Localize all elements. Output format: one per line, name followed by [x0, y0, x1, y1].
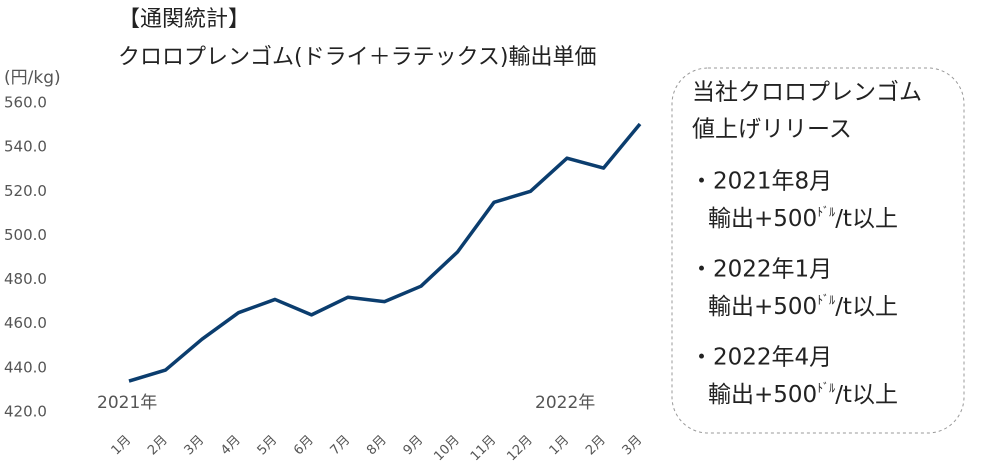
x-tick-label: 1月 — [547, 433, 573, 459]
x-tick-label: 5月 — [255, 433, 281, 459]
x-tick-label: 2月 — [583, 433, 609, 459]
y-tick-label: 560.0 — [4, 94, 47, 112]
x-tick-label: 7月 — [328, 433, 354, 459]
callout-heading: 当社クロロプレンゴム — [692, 80, 922, 106]
callout-detail: 輸出+500ﾄﾞﾙ/t以上 — [708, 381, 898, 408]
x-tick-label: 6月 — [291, 433, 317, 459]
callout-detail-prefix: 輸出+500 — [708, 206, 817, 232]
callout-heading: 値上げリリース — [692, 117, 852, 143]
callout-detail: 輸出+500ﾄﾞﾙ/t以上 — [708, 205, 898, 232]
y-tick-label: 480.0 — [4, 270, 47, 288]
x-tick-label: 3月 — [620, 433, 646, 459]
callout-date: ・2022年1月 — [690, 257, 832, 283]
callout-detail-suffix: /t以上 — [835, 294, 898, 320]
callout-date: ・2022年4月 — [690, 345, 832, 371]
callout-detail-suffix: /t以上 — [835, 206, 898, 232]
x-tick-label: 10月 — [431, 433, 462, 461]
x-tick-label: 1月 — [109, 433, 135, 459]
x-tick-label: 12月 — [504, 433, 535, 461]
x-tick-label: 2月 — [145, 433, 171, 459]
y-tick-label: 440.0 — [4, 358, 47, 376]
chart-title: クロロプレンゴム(ドライ＋ラテックス)輸出単価 — [118, 45, 597, 70]
x-tick-label: 8月 — [364, 433, 390, 459]
x-tick-label: 4月 — [218, 433, 244, 459]
callout-detail-suffix: /t以上 — [835, 382, 898, 408]
x-tick-label: 11月 — [468, 433, 499, 461]
y-tick-label: 460.0 — [4, 314, 47, 332]
y-tick-label: 420.0 — [4, 403, 47, 421]
callout-detail-unit: ﾄﾞﾙ — [817, 205, 835, 219]
callout-date: ・2021年8月 — [690, 169, 832, 195]
callout-detail-prefix: 輸出+500 — [708, 294, 817, 320]
year-label: 2022年 — [535, 393, 595, 413]
y-axis-label: (円/kg) — [4, 68, 61, 88]
line-series — [128, 122, 642, 383]
y-tick-label: 520.0 — [4, 182, 47, 200]
callout-detail-unit: ﾄﾞﾙ — [817, 381, 835, 395]
callout-box — [671, 67, 965, 434]
chart-title: 【通関統計】 — [118, 7, 250, 32]
callout-detail-unit: ﾄﾞﾙ — [817, 293, 835, 307]
y-tick-label: 540.0 — [4, 138, 47, 156]
y-tick-label: 500.0 — [4, 226, 47, 244]
callout-detail-prefix: 輸出+500 — [708, 382, 817, 408]
x-tick-label: 9月 — [401, 433, 427, 459]
year-label: 2021年 — [97, 393, 157, 413]
callout-detail: 輸出+500ﾄﾞﾙ/t以上 — [708, 293, 898, 320]
x-tick-label: 3月 — [182, 433, 208, 459]
